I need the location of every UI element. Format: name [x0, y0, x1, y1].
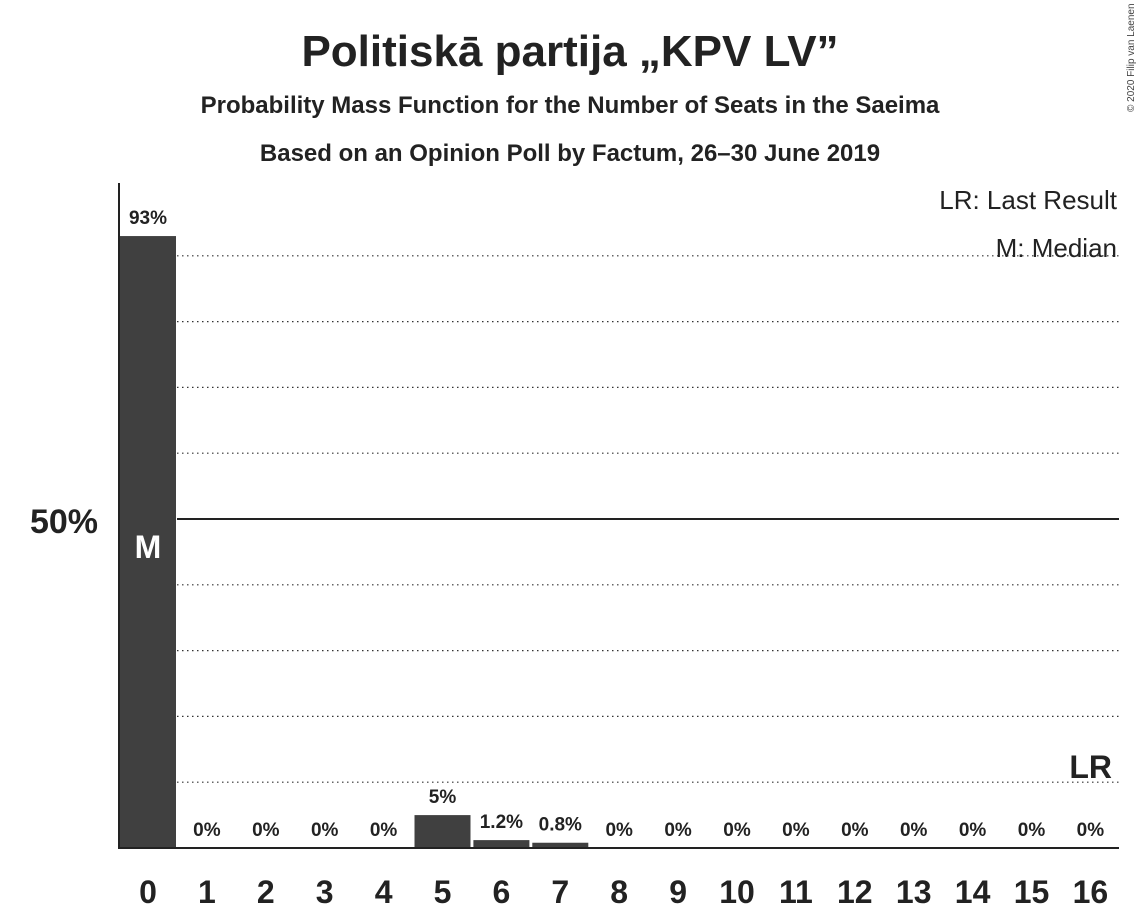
bar-label-5: 5%	[429, 787, 457, 808]
bar-label-10: 0%	[723, 820, 751, 841]
chart-subtitle-source: Based on an Opinion Poll by Factum, 26–3…	[260, 140, 880, 167]
x-tick-2: 2	[257, 874, 275, 910]
x-tick-16: 16	[1073, 874, 1109, 910]
bar-6	[473, 840, 530, 848]
bar-label-13: 0%	[900, 820, 928, 841]
x-tick-5: 5	[434, 874, 452, 910]
bar-label-2: 0%	[252, 820, 280, 841]
bar-label-11: 0%	[782, 820, 810, 841]
bar-label-8: 0%	[605, 820, 633, 841]
legend-median: M: Median	[996, 233, 1117, 263]
copyright-note: © 2020 Filip van Laenen	[1126, 3, 1137, 112]
bar-value-labels: 93% 0% 0% 0% 0% 5% 1.2% 0.8% 0% 0% 0% 0% 0% 0% 0% 0% 0%	[129, 208, 1104, 841]
bar-label-12: 0%	[841, 820, 869, 841]
x-tick-7: 7	[551, 874, 569, 910]
x-tick-3: 3	[316, 874, 334, 910]
chart-subtitle: Probability Mass Function for the Number…	[201, 92, 940, 119]
bar-label-1: 0%	[193, 820, 221, 841]
x-tick-8: 8	[610, 874, 628, 910]
bar-label-16: 0%	[1077, 820, 1105, 841]
chart-title: Politiskā partija „KPV LV”	[301, 27, 838, 76]
x-tick-10: 10	[719, 874, 755, 910]
legend-last-result: LR: Last Result	[939, 185, 1118, 215]
bar-0	[120, 236, 176, 848]
bar-7	[532, 842, 589, 848]
bar-label-0: 93%	[129, 208, 167, 229]
bar-label-14: 0%	[959, 820, 987, 841]
bars	[120, 236, 589, 848]
x-tick-0: 0	[139, 874, 157, 910]
bar-label-15: 0%	[1018, 820, 1046, 841]
x-tick-13: 13	[896, 874, 932, 910]
x-tick-11: 11	[779, 874, 813, 910]
x-axis-ticks: 0 1 2 3 4 5 6 7 8 9 10 11 12 13 14 15 16	[139, 874, 1108, 910]
bar-label-4: 0%	[370, 820, 398, 841]
x-tick-9: 9	[669, 874, 687, 910]
bar-label-7: 0.8%	[539, 815, 582, 836]
gridlines	[177, 255, 1119, 783]
x-tick-4: 4	[375, 874, 393, 910]
y-tick-label-50: 50%	[30, 503, 98, 541]
last-result-marker: LR	[1069, 749, 1112, 785]
bar-5	[414, 815, 471, 848]
x-tick-1: 1	[198, 874, 216, 910]
x-tick-6: 6	[493, 874, 511, 910]
bar-label-3: 0%	[311, 820, 339, 841]
bar-label-9: 0%	[664, 820, 692, 841]
median-marker: M	[135, 529, 162, 565]
x-tick-14: 14	[955, 874, 991, 910]
x-tick-15: 15	[1014, 874, 1050, 910]
bar-label-6: 1.2%	[480, 812, 523, 833]
x-tick-12: 12	[837, 874, 873, 910]
